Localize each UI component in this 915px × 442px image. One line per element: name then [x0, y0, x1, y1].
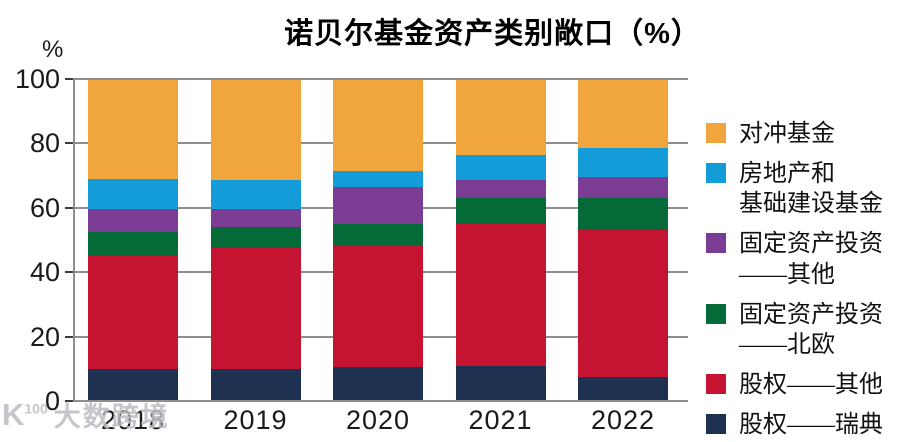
legend-item-1: 房地产和 基础建设基金	[706, 159, 883, 220]
legend-swatch-icon	[706, 123, 726, 143]
legend-swatch-icon	[706, 162, 726, 183]
segment-2021-固定资产投资——其他	[455, 180, 546, 199]
segment-2021-固定资产投资——北欧	[455, 198, 546, 224]
y-tick-20	[65, 335, 73, 338]
segment-2018-股权——其他	[88, 254, 178, 369]
y-axis-line	[73, 79, 75, 401]
segment-2022-股权——其他	[578, 230, 668, 377]
legend-item-3: 固定资产投资 ——北欧	[706, 300, 883, 361]
x-axis-tick-labels: 2018 2019 2020 2021 2022	[73, 405, 688, 436]
segment-2020-房地产和基础建设基金	[333, 170, 423, 187]
legend-label: 房地产和 基础建设基金	[739, 160, 883, 218]
watermark-logo: K100	[2, 397, 48, 432]
watermark: K100 大数跨境	[2, 397, 170, 434]
y-tick-label-80: 80	[29, 128, 60, 159]
segment-2018-对冲基金	[88, 79, 178, 179]
y-tick-40	[65, 271, 73, 274]
legend-swatch-icon	[706, 303, 726, 324]
segment-2021-房地产和基础建设基金	[455, 154, 546, 181]
legend-swatch-icon	[706, 413, 726, 434]
watermark-name: 大数跨境	[53, 402, 170, 432]
segment-2022-对冲基金	[578, 79, 668, 149]
y-tick-label-0: 0	[44, 386, 60, 416]
x-tick-label-2021: 2021	[468, 405, 533, 435]
segment-2021-对冲基金	[455, 79, 546, 155]
plot-area	[65, 78, 688, 402]
legend-swatch-icon	[706, 233, 726, 254]
segment-2019-固定资产投资——北欧	[210, 227, 301, 249]
legend-label: 股权——其他	[739, 372, 883, 399]
segment-2019-股权——瑞典	[210, 368, 301, 401]
segment-2018-固定资产投资——其他	[88, 209, 178, 232]
bar-2021	[455, 79, 546, 401]
gridline-100	[73, 78, 688, 80]
segment-2020-对冲基金	[333, 79, 423, 171]
segment-2022-固定资产投资——其他	[578, 177, 668, 199]
bar-2018	[88, 79, 178, 401]
y-tick-100	[65, 78, 73, 80]
y-tick-label-100: 100	[14, 64, 60, 94]
stacked-bars	[73, 79, 688, 401]
legend-item-4: 股权——其他	[706, 370, 883, 401]
segment-2021-股权——瑞典	[455, 365, 546, 401]
bar-2022	[578, 79, 668, 401]
y-axis-tick-labels: 0 20 40 60 80 100	[0, 65, 60, 415]
segment-2018-固定资产投资——北欧	[88, 231, 178, 255]
segment-2020-股权——其他	[333, 244, 423, 368]
x-tick-label-2018: 2018	[100, 405, 166, 435]
x-tick-label-2020: 2020	[345, 405, 411, 435]
y-tick-0	[65, 400, 73, 402]
segment-2022-房地产和基础建设基金	[578, 148, 668, 178]
bar-2020	[333, 79, 423, 401]
legend-item-2: 固定资产投资 ——其他	[706, 229, 883, 290]
segment-2019-房地产和基础建设基金	[210, 180, 301, 210]
segment-2018-股权——瑞典	[88, 368, 178, 401]
segment-2020-固定资产投资——北欧	[333, 223, 423, 245]
segment-2020-股权——瑞典	[333, 367, 423, 401]
legend-item-0: 对冲基金	[706, 119, 883, 150]
gridline-0	[73, 400, 688, 402]
segment-2018-房地产和基础建设基金	[88, 178, 178, 210]
x-tick-label-2019: 2019	[223, 405, 288, 435]
segment-2019-股权——其他	[210, 248, 301, 369]
legend-item-5: 股权——瑞典	[706, 410, 883, 441]
chart-title: 诺贝尔基金资产类别敞口（%）	[284, 18, 701, 50]
legend-label: 股权——瑞典	[739, 411, 883, 438]
bar-2019	[210, 79, 301, 401]
segment-2019-固定资产投资——其他	[210, 209, 301, 228]
y-tick-80	[65, 142, 73, 145]
segment-2022-固定资产投资——北欧	[578, 198, 668, 231]
x-tick-label-2022: 2022	[590, 405, 656, 435]
legend: 对冲基金房地产和 基础建设基金 固定资产投资 ——其他 固定资产投资 ——北欧股权——其他…	[706, 119, 883, 440]
y-tick-label-40: 40	[29, 257, 60, 288]
segment-2020-固定资产投资——其他	[333, 186, 423, 224]
segment-2019-对冲基金	[210, 79, 301, 181]
legend-label: 固定资产投资 ——其他	[739, 231, 883, 288]
legend-label: 固定资产投资 ——北欧	[739, 301, 883, 359]
y-axis-unit-label: %	[42, 36, 64, 63]
y-tick-label-60: 60	[29, 192, 60, 223]
legend-label: 对冲基金	[739, 121, 835, 147]
segment-2021-股权——其他	[455, 223, 546, 366]
y-tick-60	[65, 206, 73, 209]
y-tick-label-20: 20	[29, 321, 60, 352]
segment-2022-股权——瑞典	[578, 376, 668, 401]
legend-swatch-icon	[706, 374, 726, 395]
